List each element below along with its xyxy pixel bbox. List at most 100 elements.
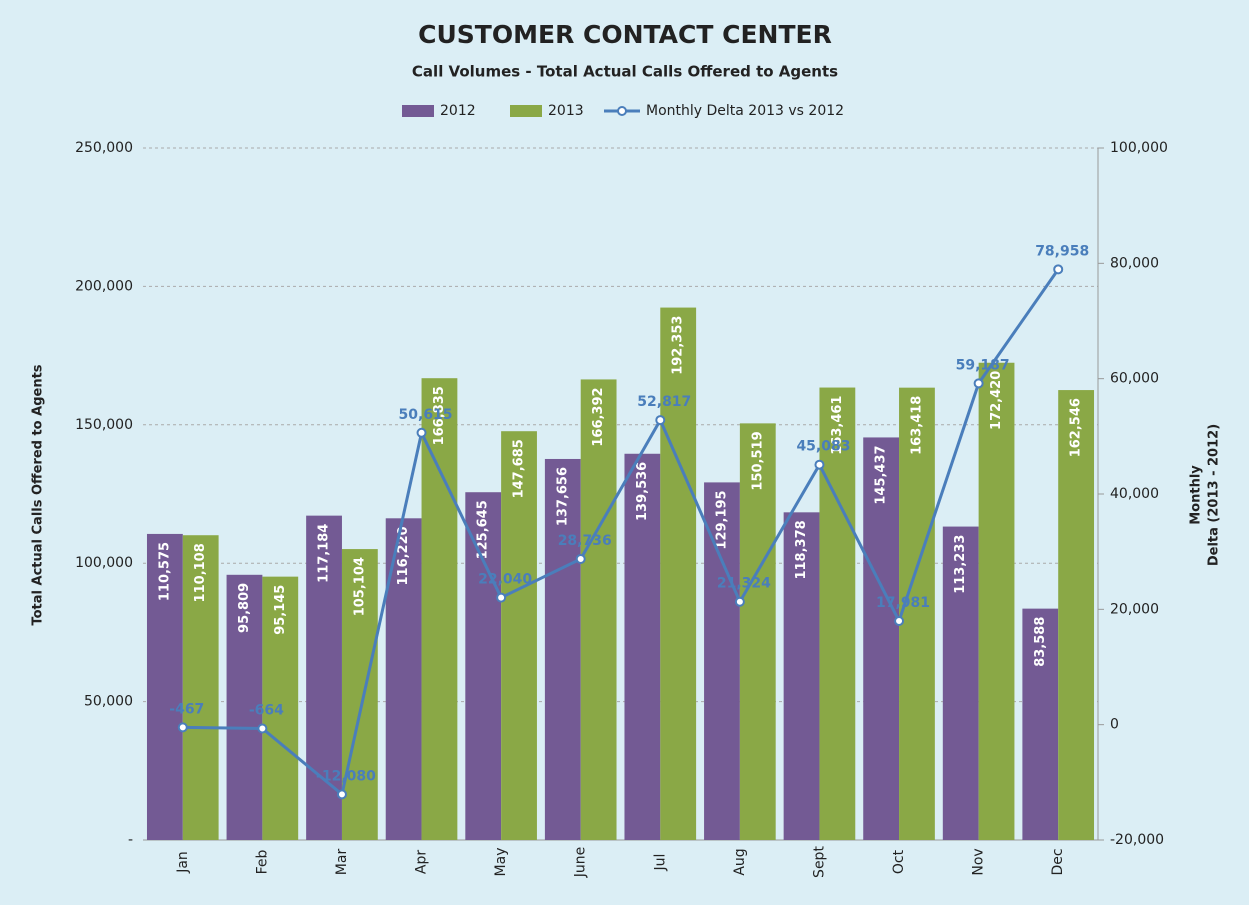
y-tick-label: 150,000 — [75, 417, 133, 433]
bar-value-label: 139,536 — [635, 462, 650, 521]
bar — [819, 387, 856, 840]
bar-value-label: 163,461 — [830, 396, 845, 455]
delta-value-label: -467 — [169, 701, 204, 717]
x-tick-label: Jul — [652, 854, 668, 872]
bar — [544, 458, 581, 840]
bar — [899, 387, 935, 840]
bar-value-label: 137,656 — [555, 467, 570, 526]
bar-value-label: 147,685 — [512, 439, 527, 498]
y-tick-label: 100,000 — [75, 555, 133, 571]
bar — [1022, 608, 1059, 840]
legend-swatch — [510, 105, 542, 117]
bar-value-label: 125,645 — [476, 500, 491, 559]
legend-label: Monthly Delta 2013 vs 2012 — [646, 103, 844, 119]
delta-point — [734, 596, 745, 607]
y2-tick-label: 0 — [1110, 717, 1119, 733]
bar-value-label: 118,378 — [794, 520, 809, 579]
bar — [421, 378, 458, 840]
delta-point — [336, 789, 347, 800]
bar-value-label: 162,546 — [1069, 398, 1084, 457]
bar-value-label: 116,220 — [396, 526, 411, 585]
delta-value-label: 52,817 — [637, 394, 691, 410]
y2-tick-label: 60,000 — [1110, 371, 1159, 387]
delta-point — [655, 415, 666, 426]
bar-value-label: 105,104 — [352, 557, 367, 616]
y-tick-label: 250,000 — [75, 140, 133, 156]
bar-value-label: 110,108 — [193, 543, 208, 602]
legend-swatch — [617, 106, 627, 116]
delta-point — [416, 427, 427, 438]
bar-value-label: 83,588 — [1033, 617, 1048, 667]
bar — [501, 431, 537, 840]
bar — [660, 307, 697, 840]
bar — [783, 512, 820, 840]
y2-tick-label: 100,000 — [1110, 140, 1168, 156]
delta-value-label: 78,958 — [1035, 243, 1089, 259]
x-tick-label: Dec — [1050, 848, 1066, 875]
y2-tick-label: 20,000 — [1110, 601, 1159, 617]
x-tick-label: Feb — [254, 849, 270, 874]
x-tick-label: Nov — [971, 848, 987, 875]
bar-value-label: 95,809 — [237, 583, 252, 633]
y2-axis-label: Monthly — [1189, 465, 1204, 525]
bar-value-label: 113,233 — [953, 535, 968, 594]
chart-title: CUSTOMER CONTACT CENTER — [418, 20, 832, 49]
delta-point — [257, 723, 268, 734]
bar — [341, 549, 378, 840]
bar-value-label: 172,420 — [989, 371, 1004, 430]
delta-value-label: -664 — [249, 702, 284, 718]
bar-value-label: 95,145 — [273, 585, 288, 635]
delta-value-label: 50,615 — [399, 407, 453, 423]
bar-value-label: 129,195 — [714, 490, 729, 549]
y2-tick-label: 80,000 — [1110, 255, 1159, 271]
delta-point — [1053, 264, 1064, 275]
x-tick-label: Jan — [175, 851, 191, 874]
x-tick-label: May — [493, 848, 509, 877]
x-tick-label: Mar — [334, 849, 350, 876]
y-tick-label: 200,000 — [75, 278, 133, 294]
delta-value-label: 21,324 — [717, 576, 771, 592]
delta-value-label: 17,981 — [876, 595, 930, 611]
delta-line — [182, 268, 1060, 798]
y-axis-label: Total Actual Calls Offered to Agents — [31, 364, 46, 625]
legend-label: 2012 — [440, 103, 476, 119]
x-tick-label: Oct — [891, 849, 907, 874]
delta-point — [177, 722, 188, 733]
y-tick-label: 50,000 — [84, 694, 133, 710]
delta-point — [973, 378, 984, 389]
delta-value-label: 45,083 — [796, 439, 850, 455]
bar — [465, 492, 502, 840]
delta-point — [894, 615, 905, 626]
bar — [739, 423, 776, 840]
bar-value-label: 145,437 — [874, 445, 889, 504]
bar-value-label: 150,519 — [750, 431, 765, 490]
delta-value-label: -12,080 — [316, 768, 376, 784]
delta-value-label: 59,187 — [956, 357, 1010, 373]
chart-subtitle: Call Volumes - Total Actual Calls Offere… — [412, 63, 838, 81]
x-tick-label: Sept — [811, 846, 827, 878]
x-tick-label: Apr — [414, 850, 430, 874]
delta-point — [575, 553, 586, 564]
delta-value-label: 22,040 — [478, 572, 532, 588]
legend-swatch — [402, 105, 434, 117]
x-tick-label: Aug — [732, 848, 748, 875]
bar — [262, 576, 299, 840]
y2-axis-label: Delta (2013 - 2012) — [1207, 424, 1222, 566]
bar-value-label: 166,392 — [591, 387, 606, 446]
bar — [704, 482, 740, 840]
bar — [306, 515, 342, 840]
delta-point — [496, 592, 507, 603]
bar — [580, 379, 617, 840]
y2-tick-label: 40,000 — [1110, 486, 1159, 502]
y-tick-label: - — [128, 832, 133, 848]
bar-value-label: 166,835 — [432, 386, 447, 445]
bar — [863, 437, 900, 840]
bar — [942, 526, 979, 840]
bar — [624, 453, 661, 840]
delta-point — [814, 459, 825, 470]
y2-tick-label: -20,000 — [1110, 832, 1164, 848]
bar — [1058, 390, 1095, 840]
bar-value-label: 192,353 — [671, 316, 686, 375]
bar — [978, 362, 1015, 840]
